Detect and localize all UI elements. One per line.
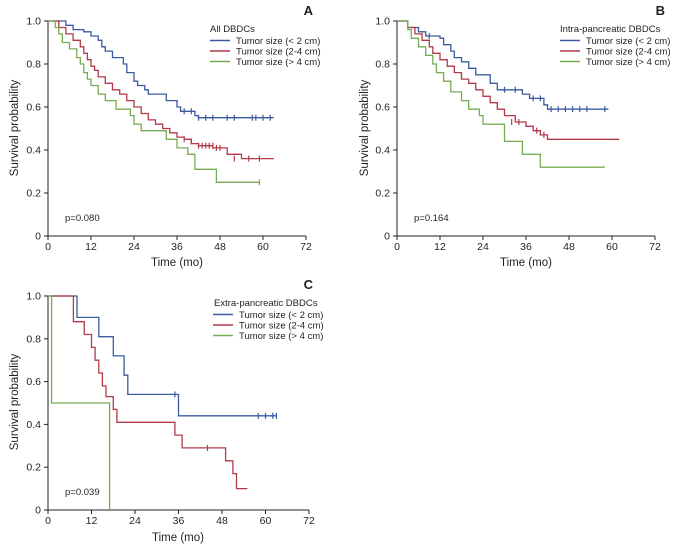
y-tick-label: 0.8 (375, 59, 390, 71)
x-axis-label: Time (mo) (152, 532, 204, 544)
legend-title: Extra-pancreatic DBDCs (214, 298, 318, 309)
p-value: p=0.080 (65, 213, 100, 224)
legend-entry: Tumor size (< 2 cm) (239, 310, 323, 321)
y-tick-label: 0.8 (26, 333, 41, 345)
x-tick-label: 0 (45, 515, 51, 527)
panel-a: A Survival probability Time (mo) All DBD… (9, 3, 321, 269)
x-tick-label: 72 (649, 241, 661, 253)
x-tick-label: 60 (257, 241, 269, 253)
survival-curve-series-2 (48, 20, 274, 160)
x-tick-label: 36 (520, 241, 532, 253)
y-tick-label: 1.0 (26, 16, 41, 28)
survival-curve-series-3 (397, 20, 605, 168)
y-tick-label: 0.2 (26, 188, 41, 200)
panel-letter: C (304, 277, 314, 292)
x-tick-label: 12 (85, 241, 97, 253)
legend-entry: Tumor size (2-4 cm) (586, 47, 671, 58)
legend-title: Intra-pancreatic DBDCs (560, 24, 661, 35)
survival-curve-series-3 (48, 295, 111, 510)
x-tick-label: 12 (434, 241, 446, 253)
survival-curve-series-1 (397, 20, 609, 110)
x-tick-label: 12 (86, 515, 98, 527)
x-axis-label: Time (mo) (151, 257, 203, 269)
legend-entry: Tumor size (< 2 cm) (236, 36, 320, 47)
y-tick-label: 0.6 (375, 102, 390, 114)
x-tick-label: 72 (300, 241, 312, 253)
y-tick-label: 0 (384, 231, 390, 243)
y-axis-label: Survival probability (9, 79, 21, 176)
y-axis-label: Survival probability (359, 79, 371, 176)
x-tick-label: 72 (303, 515, 315, 527)
y-tick-label: 0.4 (26, 145, 41, 157)
y-tick-label: 0 (35, 505, 41, 517)
panel-b: B Survival probability Time (mo) Intra-p… (359, 3, 671, 269)
x-tick-label: 36 (173, 515, 185, 527)
panel-letter: B (656, 3, 665, 18)
legend-entry: Tumor size (> 4 cm) (586, 57, 670, 68)
y-tick-label: 0 (35, 231, 41, 243)
y-tick-label: 0.4 (375, 145, 390, 157)
y-tick-label: 0.6 (26, 102, 41, 114)
x-tick-label: 48 (214, 241, 226, 253)
x-tick-label: 48 (216, 515, 228, 527)
panel-letter: A (304, 3, 314, 18)
y-tick-label: 1.0 (375, 16, 390, 28)
y-tick-label: 1.0 (26, 291, 41, 303)
survival-curve-series-1 (48, 295, 277, 417)
x-tick-label: 24 (129, 515, 141, 527)
legend-entry: Tumor size (> 4 cm) (236, 57, 320, 68)
p-value: p=0.164 (414, 213, 449, 224)
panel-c: C Survival probability Time (mo) Extra-p… (9, 277, 324, 544)
y-tick-label: 0.2 (375, 188, 390, 200)
legend-entry: Tumor size (< 2 cm) (586, 36, 670, 47)
legend-entry: Tumor size (> 4 cm) (239, 331, 323, 342)
legend-entry: Tumor size (2-4 cm) (236, 47, 321, 58)
y-tick-label: 0.8 (26, 59, 41, 71)
x-tick-label: 0 (45, 241, 51, 253)
survival-curve-series-2 (48, 295, 248, 490)
x-axis-label: Time (mo) (500, 257, 552, 269)
x-tick-label: 36 (171, 241, 183, 253)
survival-curve-series-1 (48, 20, 274, 119)
x-tick-label: 60 (606, 241, 618, 253)
y-tick-label: 0.4 (26, 419, 41, 431)
x-tick-label: 24 (477, 241, 489, 253)
legend-entry: Tumor size (2-4 cm) (239, 321, 324, 332)
x-tick-label: 48 (563, 241, 575, 253)
survival-curve-series-3 (48, 20, 260, 183)
p-value: p=0.039 (65, 487, 100, 498)
x-tick-label: 24 (128, 241, 140, 253)
y-axis-label: Survival probability (9, 353, 21, 450)
y-tick-label: 0.2 (26, 462, 41, 474)
legend-title: All DBDCs (210, 24, 255, 35)
y-tick-label: 0.6 (26, 376, 41, 388)
survival-curve-series-2 (397, 20, 620, 140)
x-tick-label: 60 (260, 515, 272, 527)
x-tick-label: 0 (394, 241, 400, 253)
